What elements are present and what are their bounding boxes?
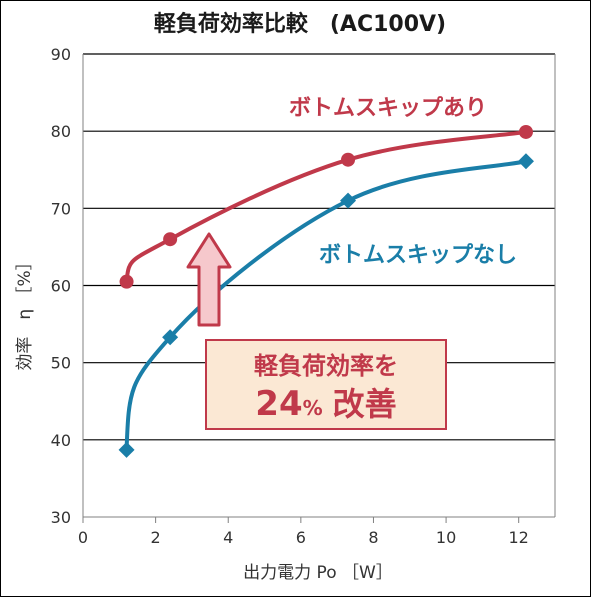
callout-unit: % (303, 396, 323, 420)
y-tick-label: 80 (51, 122, 71, 141)
data-point-circle (163, 232, 178, 247)
improvement-callout: 軽負荷効率を 24% 改善 (205, 339, 447, 430)
data-point-circle (119, 274, 134, 289)
callout-line-1: 軽負荷効率を (254, 352, 398, 380)
x-tick-label: 10 (436, 528, 456, 547)
callout-value: 24 (255, 384, 302, 424)
y-axis-label: 効率 η ［%］ (15, 253, 35, 370)
series-with-skip (119, 124, 533, 289)
x-tick-label: 6 (296, 528, 306, 547)
x-tick-label: 4 (223, 528, 233, 547)
y-tick-label: 30 (51, 508, 71, 527)
y-tick-label: 40 (51, 431, 71, 450)
x-axis-label: 出力電力 Po ［W］ (243, 563, 393, 583)
callout-box (205, 339, 447, 430)
x-tick-label: 8 (368, 528, 378, 547)
data-point-diamond (162, 329, 179, 346)
x-tick-label: 2 (151, 528, 161, 547)
series-line-0 (124, 129, 528, 284)
y-tick-label: 70 (51, 199, 71, 218)
chart-title: 軽負荷効率比較 (AC100V) (154, 11, 446, 37)
series-line-1 (124, 159, 528, 452)
x-tick-label: 0 (78, 528, 88, 547)
x-tick-label: 12 (509, 528, 529, 547)
series-without-skip (118, 153, 534, 458)
data-point-diamond (118, 441, 135, 458)
data-point-circle (518, 124, 533, 139)
data-point-circle (341, 152, 356, 167)
series-label-without-skip: ボトムスキップなし (319, 243, 517, 268)
data-point-diamond (517, 153, 534, 170)
series-label-with-skip: ボトムスキップあり (289, 96, 487, 121)
y-tick-label: 50 (51, 354, 71, 373)
callout-line-2: 24% 改善 (255, 384, 396, 424)
improvement-arrow-icon (186, 232, 232, 327)
data-point-diamond (340, 192, 357, 209)
y-tick-label: 90 (51, 45, 71, 64)
callout-word: 改善 (333, 385, 397, 423)
y-tick-label: 60 (51, 277, 71, 296)
